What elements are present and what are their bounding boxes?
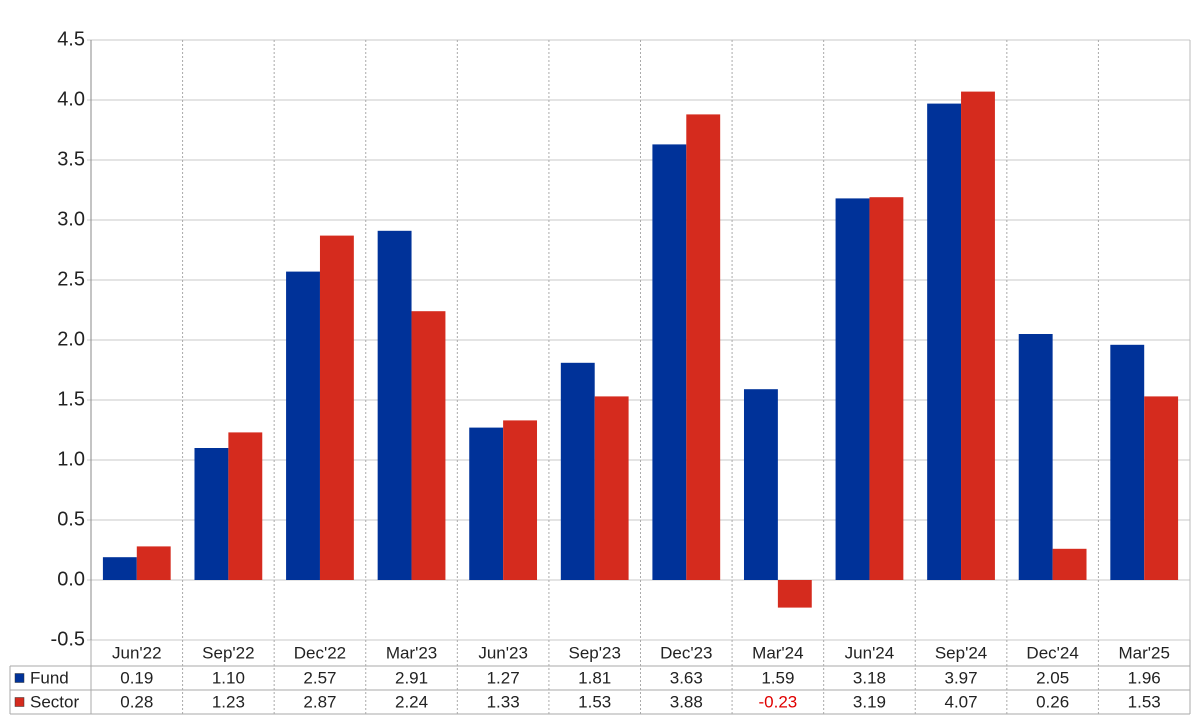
y-tick-label: 2.5	[57, 268, 85, 290]
bar	[228, 432, 263, 580]
table-cell: 1.33	[487, 692, 520, 711]
table-cell: 2.91	[395, 668, 428, 687]
table-cell: 1.96	[1128, 668, 1161, 687]
x-tick-label: Jun'22	[112, 643, 162, 662]
table-cell: 2.87	[303, 692, 336, 711]
bar	[1018, 334, 1053, 580]
bar	[777, 580, 812, 608]
y-tick-label: 4.5	[57, 28, 85, 50]
bar	[560, 362, 595, 580]
y-tick-label: 4.0	[57, 88, 85, 110]
table-cell: 4.07	[944, 692, 977, 711]
bar	[686, 114, 721, 581]
table-cell: 3.97	[944, 668, 977, 687]
table-cell: 1.81	[578, 668, 611, 687]
bar	[503, 420, 538, 580]
table-cell: 1.10	[212, 668, 245, 687]
bar	[411, 311, 446, 580]
table-cell: 2.05	[1036, 668, 1069, 687]
x-tick-label: Jun'23	[478, 643, 528, 662]
legend-label: Fund	[30, 668, 69, 687]
bar	[927, 103, 962, 580]
bar	[1110, 344, 1145, 580]
x-tick-label: Dec'23	[660, 643, 712, 662]
y-tick-label: 0.5	[57, 508, 85, 530]
table-cell: 0.19	[120, 668, 153, 687]
bar	[377, 230, 412, 581]
table-cell: 2.24	[395, 692, 428, 711]
x-tick-label: Mar'24	[752, 643, 803, 662]
table-cell: 0.28	[120, 692, 153, 711]
table-cell: 1.27	[487, 668, 520, 687]
bar	[469, 427, 504, 580]
x-tick-label: Mar'25	[1118, 643, 1169, 662]
table-cell: 3.19	[853, 692, 886, 711]
bar	[194, 448, 229, 580]
table-cell: 0.26	[1036, 692, 1069, 711]
table-cell: 1.53	[1128, 692, 1161, 711]
bar	[1052, 548, 1087, 580]
y-tick-label: 3.5	[57, 148, 85, 170]
x-tick-label: Sep'24	[935, 643, 987, 662]
y-tick-label: -0.5	[51, 628, 85, 650]
x-tick-label: Sep'22	[202, 643, 254, 662]
legend-marker	[14, 697, 25, 707]
table-cell: 3.88	[670, 692, 703, 711]
x-tick-label: Dec'22	[294, 643, 346, 662]
legend-marker	[14, 673, 25, 683]
x-tick-label: Dec'24	[1026, 643, 1078, 662]
x-tick-label: Sep'23	[569, 643, 621, 662]
bar	[835, 198, 870, 580]
legend-label: Sector	[30, 692, 79, 711]
bar	[743, 389, 778, 580]
table-cell: 3.63	[670, 668, 703, 687]
table-cell: -0.23	[759, 692, 798, 711]
table-cell: 3.18	[853, 668, 886, 687]
y-tick-label: 0.0	[57, 568, 85, 590]
y-tick-label: 1.0	[57, 448, 85, 470]
bar	[319, 235, 354, 580]
table-cell: 1.53	[578, 692, 611, 711]
table-cell: 1.59	[761, 668, 794, 687]
y-tick-label: 3.0	[57, 208, 85, 230]
table-cell: 1.23	[212, 692, 245, 711]
bar	[1144, 396, 1179, 580]
y-tick-label: 1.5	[57, 388, 85, 410]
x-tick-label: Mar'23	[386, 643, 437, 662]
bar	[652, 144, 687, 580]
y-tick-label: 2.0	[57, 328, 85, 350]
bar	[136, 546, 171, 580]
bar	[102, 557, 137, 580]
bar	[869, 197, 904, 580]
bar	[286, 271, 320, 580]
bar	[961, 91, 995, 580]
table-cell: 2.57	[303, 668, 336, 687]
bar	[594, 396, 629, 580]
x-tick-label: Jun'24	[845, 643, 895, 662]
